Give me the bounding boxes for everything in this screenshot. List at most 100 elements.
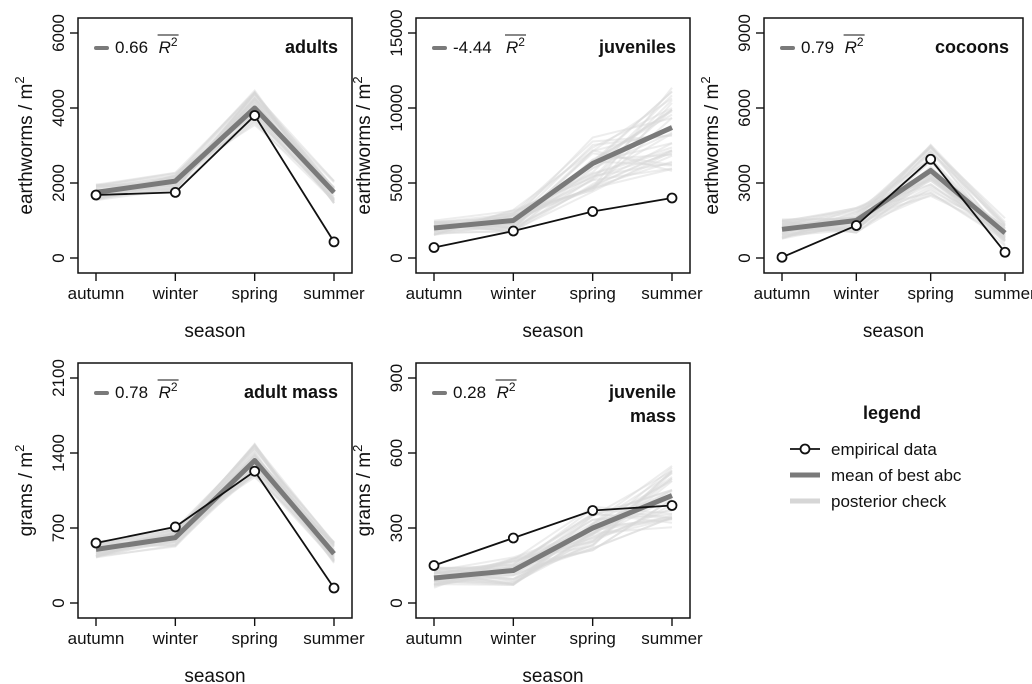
y-tick-label: 9000	[735, 14, 754, 52]
posterior-line	[95, 443, 335, 554]
posterior-line	[433, 477, 673, 585]
x-axis-label: season	[184, 666, 245, 684]
panel-title: adult mass	[244, 382, 338, 402]
x-tick-label: winter	[833, 284, 880, 303]
legend: legend empirical data mean of best abc pos…	[790, 403, 962, 511]
panel-title-line: mass	[630, 406, 676, 426]
posterior-line	[781, 166, 1006, 237]
empirical-point	[666, 192, 678, 204]
posterior-line	[95, 91, 335, 189]
r2-letter: R	[159, 383, 171, 402]
empirical-line	[433, 504, 673, 567]
posterior-line	[433, 495, 673, 583]
posterior-line	[95, 467, 335, 562]
empirical-point	[587, 505, 599, 516]
y-tick-label: 6000	[49, 14, 68, 52]
y-axis-label-text: grams / m	[16, 452, 37, 536]
y-tick-label: 600	[387, 439, 406, 467]
posterior-line	[781, 191, 1006, 241]
y-axis-label-text: earthworms / m	[16, 84, 37, 215]
x-tick-label: autumn	[406, 629, 463, 648]
x-tick-label: winter	[152, 284, 199, 303]
legend-item-mean: mean of best abc	[790, 466, 962, 485]
posterior-line	[95, 464, 335, 558]
y-tick-label: 0	[49, 598, 68, 607]
empirical-point	[925, 153, 937, 165]
y-axis-label-sup: 2	[350, 445, 365, 452]
empirical-point	[507, 225, 519, 237]
empirical-point	[90, 537, 102, 549]
y-tick-label: 900	[387, 364, 406, 392]
legend-title: legend	[863, 403, 921, 423]
y-axis-label-sup: 2	[12, 76, 27, 83]
posterior-line	[433, 507, 673, 581]
posterior-line	[781, 189, 1006, 232]
y-axis-label: earthworms / m2	[12, 76, 37, 214]
panel-juveniles: 0 5000 10000 15000 autumn winter spring summer s…	[350, 9, 703, 342]
posterior-lines	[433, 465, 673, 589]
r2-value: 0.28	[453, 383, 486, 402]
posterior-line	[433, 498, 673, 587]
plot-frame	[77, 17, 353, 274]
x-tick-label: spring	[232, 629, 278, 648]
y-tick-label: 3000	[735, 164, 754, 202]
posterior-line	[781, 146, 1006, 232]
plot-frame	[415, 362, 691, 619]
x-tick-label: autumn	[68, 629, 125, 648]
legend-swatch-point	[799, 443, 811, 455]
posterior-line	[433, 513, 673, 572]
x-axis-label: season	[522, 666, 583, 684]
posterior-line	[433, 488, 673, 570]
posterior-line	[433, 518, 673, 573]
empirical-point	[507, 532, 519, 544]
empirical-point	[587, 206, 599, 217]
y-tick-label: 4000	[49, 89, 68, 127]
posterior-line	[781, 176, 1006, 243]
posterior-lines	[433, 87, 673, 236]
y-tick-label: 0	[387, 598, 406, 607]
x-tick-label: spring	[570, 284, 616, 303]
y-tick-label: 0	[735, 253, 754, 262]
x-axis-label: season	[863, 321, 924, 342]
empirical-point	[90, 189, 102, 201]
legend-label: mean of best abc	[831, 466, 962, 485]
empirical-point	[328, 236, 340, 248]
x-tick-label: summer	[641, 284, 703, 303]
r2-value: 0.66	[115, 38, 148, 57]
posterior-line	[95, 454, 335, 547]
posterior-line	[433, 512, 673, 575]
posterior-line	[781, 146, 1006, 226]
posterior-line	[95, 91, 335, 197]
posterior-line	[95, 472, 335, 557]
posterior-line	[433, 476, 673, 586]
empirical-line	[433, 197, 673, 249]
posterior-line	[433, 150, 673, 232]
r2-value: -4.44	[453, 38, 492, 57]
r2-symbol: R2	[497, 380, 516, 402]
panel-title-line: juvenile	[608, 382, 676, 402]
legend-label: empirical data	[831, 440, 937, 459]
posterior-line	[433, 90, 673, 234]
posterior-line	[781, 144, 1006, 239]
y-axis-label: earthworms / m2	[350, 76, 375, 214]
empirical-line	[781, 157, 1006, 259]
r2-sup: 2	[171, 35, 178, 49]
plot-frame	[415, 17, 691, 274]
y-tick-label: 15000	[387, 9, 406, 56]
y-tick-label: 0	[387, 253, 406, 262]
plot-frame	[763, 17, 1024, 274]
y-tick-label: 700	[49, 514, 68, 542]
r2-value: 0.78	[115, 383, 148, 402]
y-axis-label: grams / m2	[12, 445, 37, 537]
posterior-line	[781, 143, 1006, 238]
posterior-line	[95, 475, 335, 548]
x-tick-label: spring	[908, 284, 954, 303]
mean-line	[781, 168, 1007, 235]
x-tick-label: autumn	[754, 284, 811, 303]
plot-frame	[77, 362, 353, 619]
posterior-line	[433, 134, 673, 224]
x-tick-label: winter	[490, 629, 537, 648]
posterior-line	[433, 496, 673, 587]
panel-adults: 0 2000 4000 6000 autumn winter spring summer sea…	[12, 14, 365, 342]
